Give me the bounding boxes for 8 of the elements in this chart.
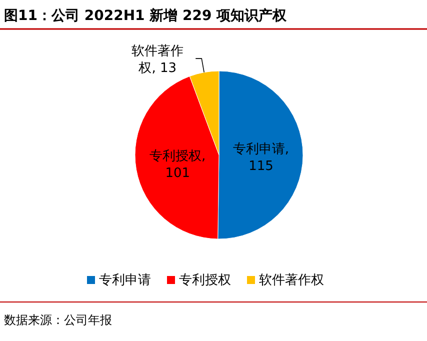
data-label: 专利申请, 115 xyxy=(232,141,290,176)
legend-label: 软件著作权 xyxy=(259,273,324,288)
chart-title: 图11：公司 2022H1 新增 229 项知识产权 xyxy=(4,7,288,24)
source-note: 数据来源：公司年报 xyxy=(4,313,112,327)
data-label: 软件著作权, 13 xyxy=(130,42,185,77)
legend-label: 专利申请 xyxy=(99,273,151,288)
legend-label: 专利授权 xyxy=(179,273,231,288)
data-label: 专利授权, 101 xyxy=(148,148,207,182)
